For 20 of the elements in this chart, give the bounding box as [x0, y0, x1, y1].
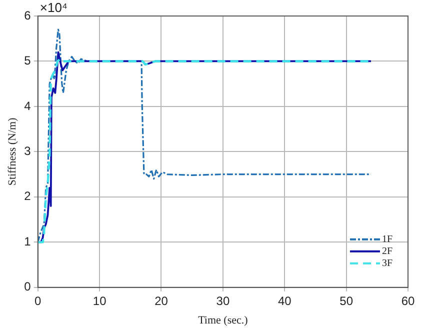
x-tick-label: 50	[340, 294, 354, 308]
x-tick-label: 30	[216, 294, 230, 308]
x-axis-title: Time (sec.)	[198, 314, 248, 326]
legend-label: 3F	[382, 258, 393, 270]
x-tick-label: 60	[401, 294, 415, 308]
y-tick-label: 1	[24, 234, 32, 248]
text: ×10⁴	[40, 0, 68, 16]
y-tick-label: 2	[24, 189, 32, 204]
x-tick-label: 0	[34, 294, 42, 308]
y-tick-label: 5	[24, 54, 32, 68]
y-tick-label: 6	[24, 8, 32, 22]
y-tick-label: 0	[24, 280, 32, 294]
legend-label: 1F	[382, 234, 393, 246]
legend-label: 2F	[382, 246, 393, 258]
x-tick-label: 10	[92, 294, 107, 308]
x-tick-label: 20	[154, 294, 168, 308]
y-axis-title: Stiffness (N/m)	[6, 117, 18, 186]
x-tick-label: 40	[278, 294, 292, 308]
y-tick-label: 4	[24, 98, 32, 113]
y-tick-label: 3	[24, 144, 32, 158]
